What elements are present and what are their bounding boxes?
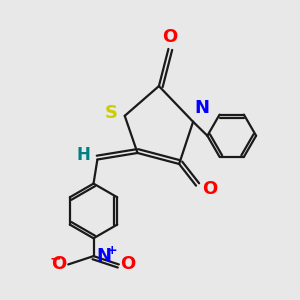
Text: O: O — [120, 255, 136, 273]
Text: −: − — [49, 251, 61, 266]
Text: O: O — [52, 255, 67, 273]
Text: O: O — [162, 28, 178, 46]
Text: O: O — [202, 180, 217, 198]
Text: H: H — [76, 146, 90, 164]
Text: +: + — [107, 244, 118, 257]
Text: N: N — [97, 247, 112, 265]
Text: N: N — [195, 99, 210, 117]
Text: S: S — [104, 104, 117, 122]
